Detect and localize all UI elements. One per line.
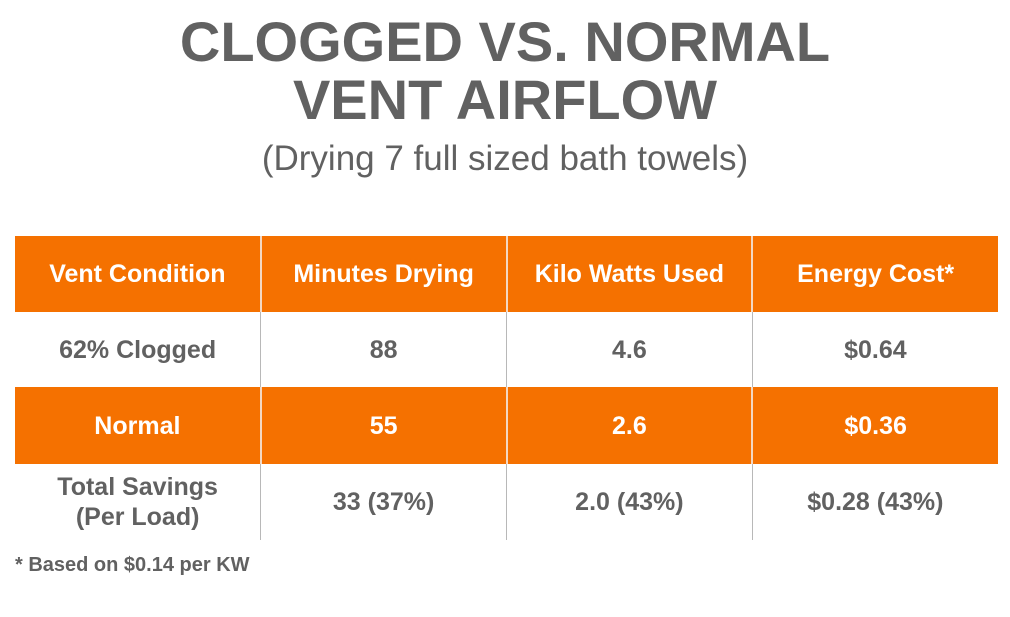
cell-condition: Normal [15,387,261,464]
cell-condition: Total Savings (Per Load) [15,464,261,540]
header-minutes-drying: Minutes Drying [261,236,507,312]
cell-condition: 62% Clogged [15,312,261,387]
cell-minutes: 88 [261,312,507,387]
cell-cost: $0.36 [752,387,998,464]
table-row: Normal 55 2.6 $0.36 [15,387,998,464]
header-kilowatts-used: Kilo Watts Used [507,236,753,312]
comparison-table: Vent Condition Minutes Drying Kilo Watts… [15,236,998,540]
cell-minutes: 55 [261,387,507,464]
title-line-2: VENT AIRFLOW [0,70,1010,130]
cell-kilowatts: 4.6 [507,312,753,387]
subtitle: (Drying 7 full sized bath towels) [0,138,1010,180]
header-vent-condition: Vent Condition [15,236,261,312]
cell-kilowatts: 2.0 (43%) [507,464,753,540]
table-row: Total Savings (Per Load) 33 (37%) 2.0 (4… [15,464,998,540]
cell-kilowatts: 2.6 [507,387,753,464]
cell-minutes: 33 (37%) [261,464,507,540]
table-header-row: Vent Condition Minutes Drying Kilo Watts… [15,236,998,312]
cell-cost: $0.64 [752,312,998,387]
table-row: 62% Clogged 88 4.6 $0.64 [15,312,998,387]
title-line-1: CLOGGED VS. NORMAL [0,12,1010,72]
cell-cost: $0.28 (43%) [752,464,998,540]
header-energy-cost: Energy Cost* [752,236,998,312]
footnote: * Based on $0.14 per KW [15,552,250,578]
